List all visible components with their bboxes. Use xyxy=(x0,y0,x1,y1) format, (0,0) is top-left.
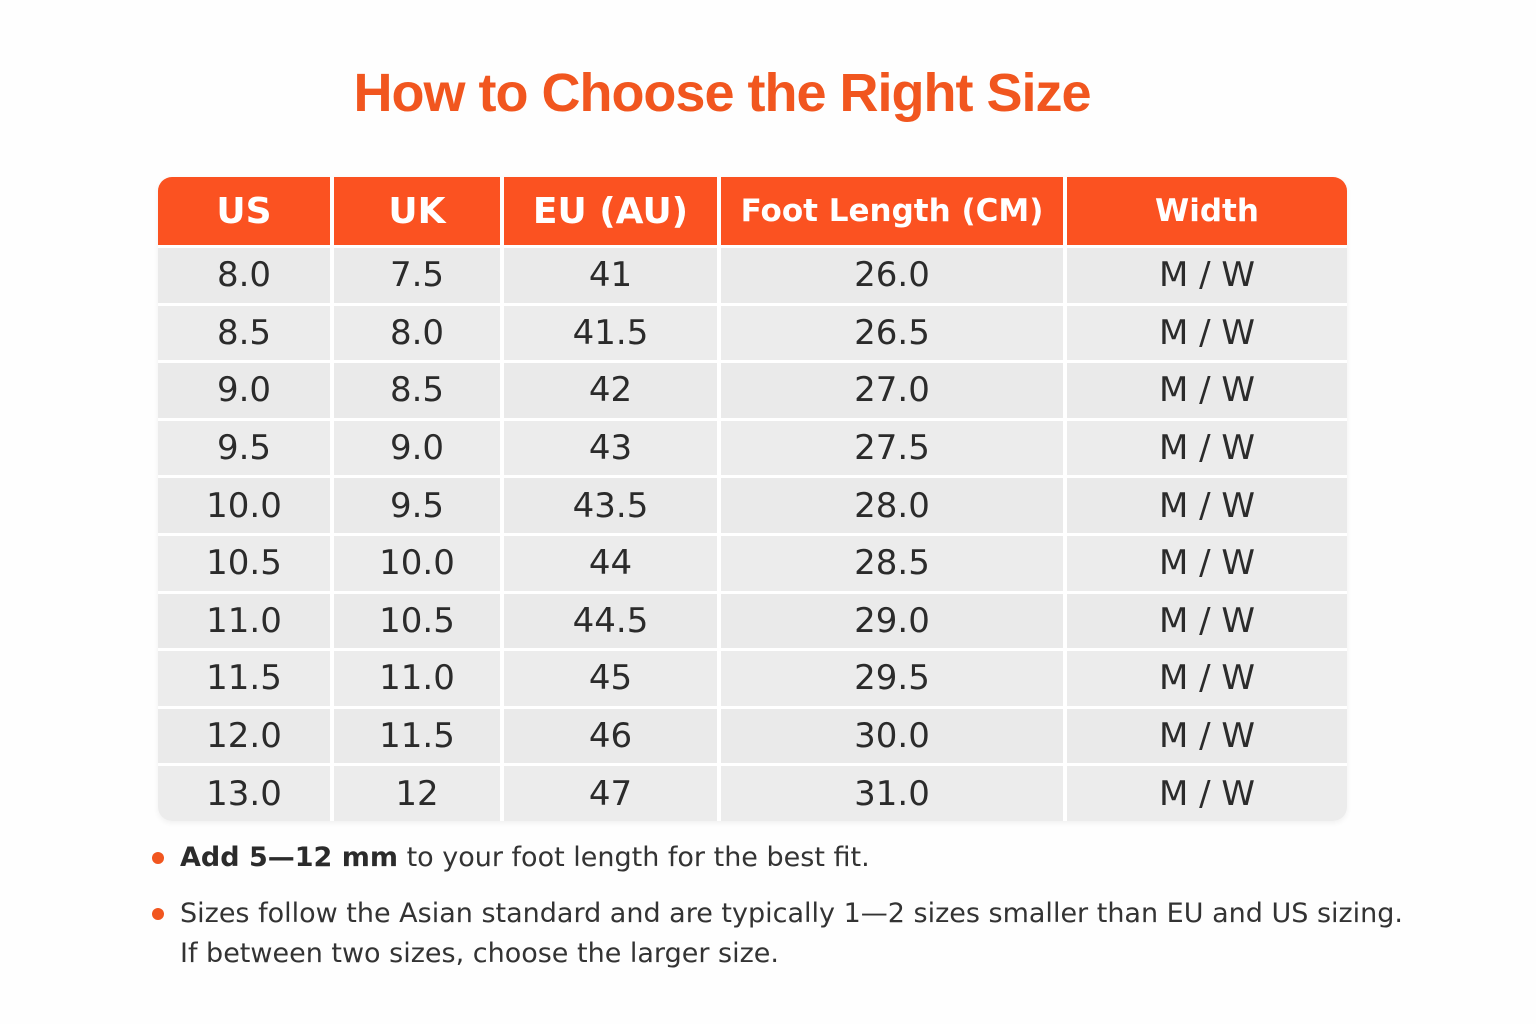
cell-us: 12.0 xyxy=(158,708,334,764)
note-item: Add 5—12 mm to your foot length for the … xyxy=(150,838,1510,878)
cell-eu: 45 xyxy=(504,651,721,706)
table-row: 10.0 9.5 43.5 28.0 M / W xyxy=(158,475,1347,533)
cell-uk: 11.0 xyxy=(334,651,504,706)
cell-us: 9.5 xyxy=(158,420,334,476)
size-chart-table: US UK EU (AU) Foot Length (CM) Width 8.0… xyxy=(158,177,1347,821)
bullet-icon xyxy=(152,908,164,920)
cell-eu: 44 xyxy=(504,535,721,591)
cell-us: 8.5 xyxy=(158,305,334,361)
cell-width: M / W xyxy=(1158,312,1256,353)
cell-us: 13.0 xyxy=(158,766,334,821)
cell-foot-length: 27.5 xyxy=(721,420,1067,476)
cell-uk: 11.5 xyxy=(334,708,504,764)
note-item: Sizes follow the Asian standard and are … xyxy=(150,894,1510,974)
cell-uk: 10.5 xyxy=(334,593,504,649)
cell-eu: 43 xyxy=(504,420,721,476)
table-row: 12.0 11.5 46 30.0 M / W xyxy=(158,705,1347,764)
cell-foot-length: 28.0 xyxy=(721,478,1067,533)
table-row: 11.5 11.0 45 29.5 M / W xyxy=(158,648,1347,706)
cell-foot-length: 29.0 xyxy=(721,593,1067,649)
cell-us: 11.5 xyxy=(158,651,334,706)
note-text: If between two sizes, choose the larger … xyxy=(180,938,779,969)
note-text: Sizes follow the Asian standard and are … xyxy=(180,898,1404,929)
table-body: 8.0 7.5 41 26.0 M / W 8.5 8.0 41.5 26.5 M / W 9.0 8… xyxy=(158,245,1347,821)
cell-width: M / W xyxy=(1158,600,1256,641)
cell-uk: 12 xyxy=(334,766,504,821)
cell-width: M / W xyxy=(1158,428,1256,469)
cell-eu: 44.5 xyxy=(504,593,721,649)
cell-width: M / W xyxy=(1158,485,1256,526)
cell-us: 10.0 xyxy=(158,478,334,533)
cell-uk: 7.5 xyxy=(334,248,504,303)
cell-uk: 9.0 xyxy=(334,420,504,476)
fit-notes: Add 5—12 mm to your foot length for the … xyxy=(150,838,1510,990)
table-row: 10.5 10.0 44 28.5 M / W xyxy=(158,532,1347,591)
cell-eu: 47 xyxy=(504,766,721,821)
cell-width: M / W xyxy=(1158,370,1256,411)
table-row: 11.0 10.5 44.5 29.0 M / W xyxy=(158,590,1347,649)
table-row: 9.0 8.5 42 27.0 M / W xyxy=(158,360,1347,418)
cell-eu: 41.5 xyxy=(504,305,721,361)
page-title: How to Choose the Right Size xyxy=(353,63,1092,123)
cell-width: M / W xyxy=(1158,773,1256,814)
cell-foot-length: 26.0 xyxy=(721,248,1067,303)
table-row: 8.0 7.5 41 26.0 M / W xyxy=(158,245,1347,303)
header-uk: UK xyxy=(334,177,504,245)
cell-width: M / W xyxy=(1158,658,1256,699)
cell-foot-length: 30.0 xyxy=(721,708,1067,764)
cell-width: M / W xyxy=(1158,716,1256,757)
cell-us: 8.0 xyxy=(158,248,334,303)
bullet-icon xyxy=(152,852,164,864)
cell-us: 10.5 xyxy=(158,535,334,591)
cell-uk: 10.0 xyxy=(334,535,504,591)
cell-foot-length: 29.5 xyxy=(721,651,1067,706)
table-header-row: US UK EU (AU) Foot Length (CM) Width xyxy=(158,177,1347,245)
table-row: 13.0 12 47 31.0 M / W xyxy=(158,763,1347,821)
header-us: US xyxy=(158,177,334,245)
header-width: Width xyxy=(1155,193,1259,229)
cell-uk: 8.0 xyxy=(334,305,504,361)
cell-eu: 41 xyxy=(504,248,721,303)
note-emphasis: Add 5—12 mm xyxy=(180,842,398,873)
cell-eu: 46 xyxy=(504,708,721,764)
table-row: 8.5 8.0 41.5 26.5 M / W xyxy=(158,302,1347,361)
cell-uk: 8.5 xyxy=(334,363,504,418)
cell-width: M / W xyxy=(1158,255,1256,296)
cell-uk: 9.5 xyxy=(334,478,504,533)
cell-eu: 43.5 xyxy=(504,478,721,533)
cell-foot-length: 31.0 xyxy=(721,766,1067,821)
note-text: to your foot length for the best fit. xyxy=(397,842,870,873)
cell-us: 9.0 xyxy=(158,363,334,418)
cell-us: 11.0 xyxy=(158,593,334,649)
header-eu: EU (AU) xyxy=(504,177,721,245)
cell-width: M / W xyxy=(1158,543,1256,584)
table-row: 9.5 9.0 43 27.5 M / W xyxy=(158,417,1347,476)
cell-foot-length: 28.5 xyxy=(721,535,1067,591)
header-foot-length: Foot Length (CM) xyxy=(721,177,1067,245)
cell-eu: 42 xyxy=(504,363,721,418)
cell-foot-length: 27.0 xyxy=(721,363,1067,418)
cell-foot-length: 26.5 xyxy=(721,305,1067,361)
